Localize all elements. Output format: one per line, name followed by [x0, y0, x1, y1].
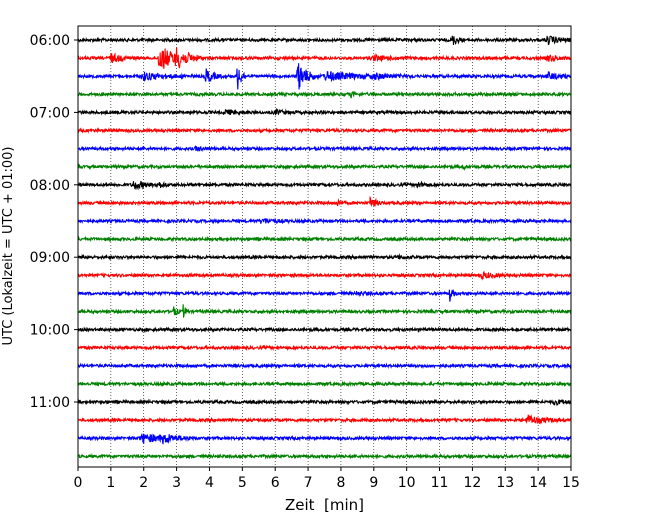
trace-0700: [77, 107, 572, 117]
trace-1115: [77, 414, 572, 425]
x-tick-label: 9: [369, 475, 378, 491]
x-tick-label: 13: [496, 475, 514, 491]
y-tick-label: 07:00: [30, 105, 70, 121]
trace-0615: [77, 47, 572, 69]
trace-0645: [77, 90, 572, 99]
x-tick-label: 12: [463, 475, 481, 491]
x-tick-label: 10: [398, 475, 416, 491]
trace-0715: [77, 127, 572, 135]
y-tick-label: 11:00: [30, 395, 70, 411]
trace-layer: [77, 35, 572, 460]
trace-0630: [77, 63, 572, 90]
x-tick-label: 7: [304, 475, 313, 491]
trace-0900: [77, 253, 572, 261]
trace-1130: [77, 433, 572, 445]
trace-0945: [77, 304, 572, 318]
trace-0815: [77, 195, 572, 207]
trace-1145: [77, 452, 572, 460]
trace-1100: [77, 398, 572, 407]
trace-0600: [77, 35, 572, 46]
trace-0800: [77, 180, 572, 191]
y-axis: 06:00 07:00 08:00 09:00 10:00 11:00: [30, 33, 78, 411]
trace-1015: [77, 344, 572, 352]
trace-1030: [77, 362, 572, 370]
trace-0915: [77, 270, 572, 281]
x-tick-label: 8: [336, 475, 345, 491]
x-tick-label: 1: [106, 475, 115, 491]
x-tick-label: 0: [74, 475, 83, 491]
x-tick-label: 4: [205, 475, 214, 491]
trace-0745: [77, 163, 572, 171]
x-tick-label: 2: [139, 475, 148, 491]
x-tick-label: 14: [529, 475, 547, 491]
trace-0930: [77, 289, 572, 302]
trace-1000: [77, 326, 572, 334]
x-tick-label: 15: [562, 475, 580, 491]
y-tick-label: 10:00: [30, 323, 70, 339]
y-tick-label: 09:00: [30, 250, 70, 266]
trace-0830: [77, 217, 572, 225]
x-axis-label: Zeit [min]: [285, 496, 364, 514]
y-axis-label: UTC (Lokalzeit = UTC + 01:00): [1, 147, 16, 346]
y-tick-label: 08:00: [30, 178, 70, 194]
x-tick-label: 6: [271, 475, 280, 491]
plot-frame: [77, 25, 572, 468]
y-tick-label: 06:00: [30, 33, 70, 49]
trace-0730: [77, 145, 572, 153]
x-tick-label: 11: [431, 475, 449, 491]
trace-1045: [77, 380, 572, 388]
x-axis: 0 1 2 3 4 5 6 7 8 9 10 11 12 13 14 15: [74, 467, 580, 491]
trace-0845: [77, 235, 572, 243]
x-tick-label: 3: [172, 475, 181, 491]
x-tick-label: 5: [238, 475, 247, 491]
